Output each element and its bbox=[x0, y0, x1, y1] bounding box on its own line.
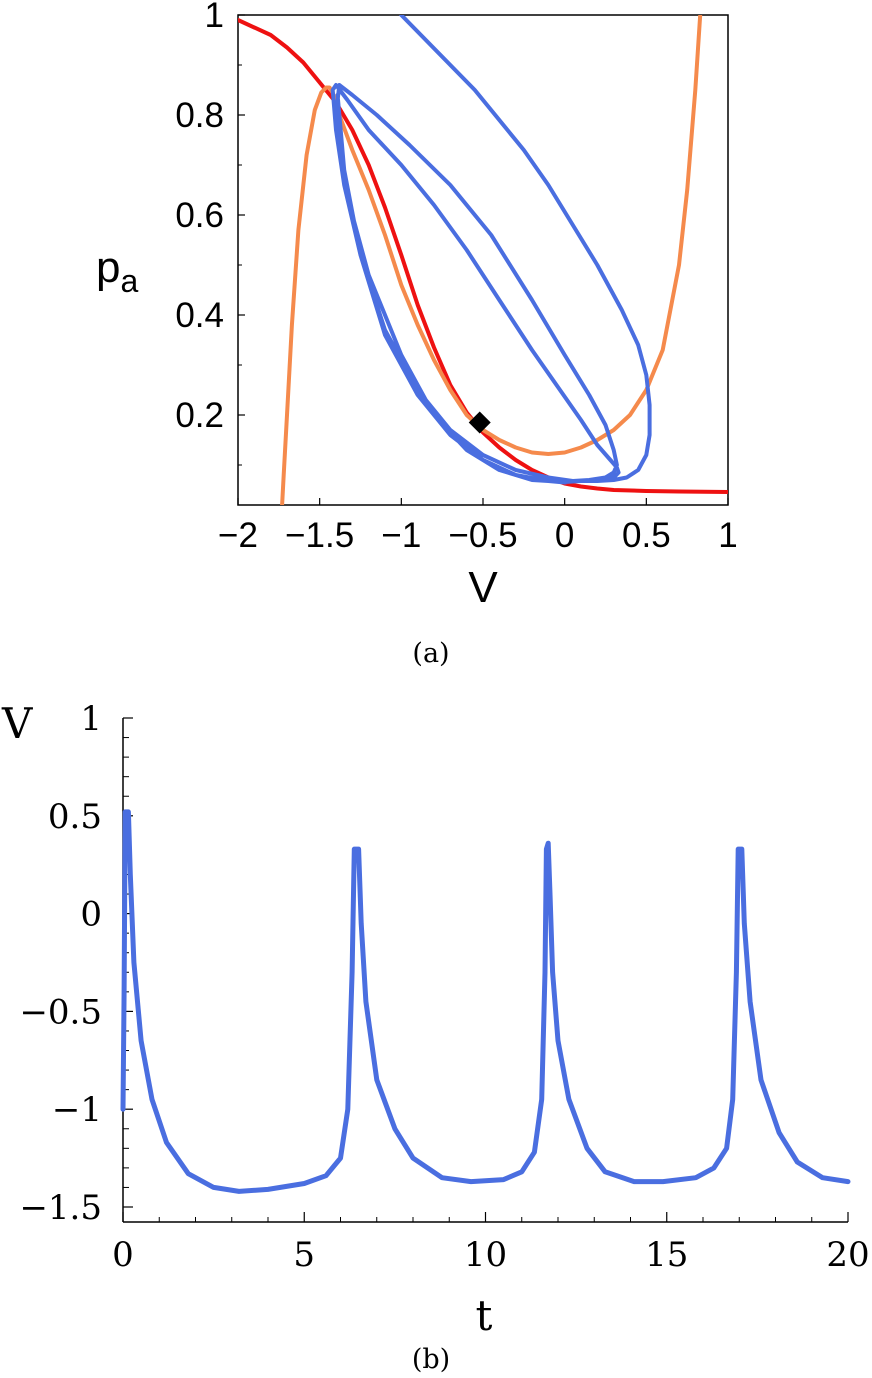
panel-a-chart: −2 −1.5 −1 −0.5 0 0.5 1 0.2 0.4 0.6 0.8 1 V pa (a) bbox=[96, 0, 738, 669]
panel-b-y-tick-label: −0.5 bbox=[19, 992, 102, 1032]
panel-b-x-tick-label: 15 bbox=[645, 1235, 688, 1275]
panel-a-markers bbox=[468, 411, 491, 434]
panel-a-y-tick-label: 0.6 bbox=[175, 196, 224, 235]
panel-a-y-tick-label: 1 bbox=[205, 0, 224, 35]
panel-a-series-red bbox=[238, 18, 728, 494]
panel-a-x-tick-label: 0.5 bbox=[622, 516, 671, 555]
panel-b-x-tick-label: 10 bbox=[464, 1235, 507, 1275]
panel-a-caption: (a) bbox=[412, 638, 449, 669]
panel-a-x-tick-label: −1.5 bbox=[285, 516, 354, 555]
panel-a-series bbox=[238, 15, 728, 505]
panel-b-y-tick-label: −1 bbox=[52, 1090, 102, 1130]
panel-b-y-axis-label: V bbox=[1, 699, 33, 748]
panel-a-y-axis-label-main: p bbox=[96, 243, 120, 292]
panel-b-series bbox=[120, 809, 851, 1194]
panel-b-chart: 0 5 10 15 20 1 0.5 0 −0.5 −1 −1.5 t V (b) bbox=[1, 699, 870, 1375]
panel-a-series-orange bbox=[280, 15, 703, 505]
panel-b-y-tick-label: 1 bbox=[80, 699, 102, 739]
panel-a-y-axis-label-sub: a bbox=[120, 263, 138, 299]
equilibrium-diamond-marker bbox=[468, 411, 491, 434]
panel-a-x-tick-label: −1 bbox=[381, 516, 421, 555]
panel-a-x-tick-label: 0 bbox=[555, 516, 574, 555]
panel-a-x-axis-label: V bbox=[468, 563, 498, 612]
panel-a-y-axis-label: pa bbox=[96, 243, 138, 299]
panel-b-y-tick-label: 0 bbox=[80, 895, 102, 935]
panel-a-x-tick-label: −0.5 bbox=[448, 516, 517, 555]
panel-b-x-tick-label: 0 bbox=[112, 1235, 134, 1275]
panel-a-x-tick-label: 1 bbox=[718, 516, 737, 555]
panel-a-series-blue bbox=[330, 15, 652, 485]
panel-a-ticks: −2 −1.5 −1 −0.5 0 0.5 1 0.2 0.4 0.6 0.8 1 bbox=[175, 0, 737, 555]
panel-a-y-tick-label: 0.4 bbox=[175, 296, 224, 335]
panel-b-y-tick-label: −1.5 bbox=[19, 1188, 102, 1228]
panel-a-x-tick-label: −2 bbox=[218, 516, 258, 555]
panel-b-x-tick-label: 5 bbox=[293, 1235, 315, 1275]
panel-b-ticks: 0 5 10 15 20 1 0.5 0 −0.5 −1 −1.5 bbox=[19, 699, 869, 1275]
panel-a-y-tick-label: 0.8 bbox=[175, 96, 224, 135]
panel-b-series-voltage bbox=[120, 809, 851, 1194]
panel-b-x-tick-label: 20 bbox=[826, 1235, 869, 1275]
panel-b-y-tick-label: 0.5 bbox=[48, 797, 102, 837]
panel-b-caption: (b) bbox=[412, 1344, 450, 1375]
panel-a-y-tick-label: 0.2 bbox=[175, 396, 224, 435]
panel-b-x-axis-label: t bbox=[476, 1291, 493, 1340]
